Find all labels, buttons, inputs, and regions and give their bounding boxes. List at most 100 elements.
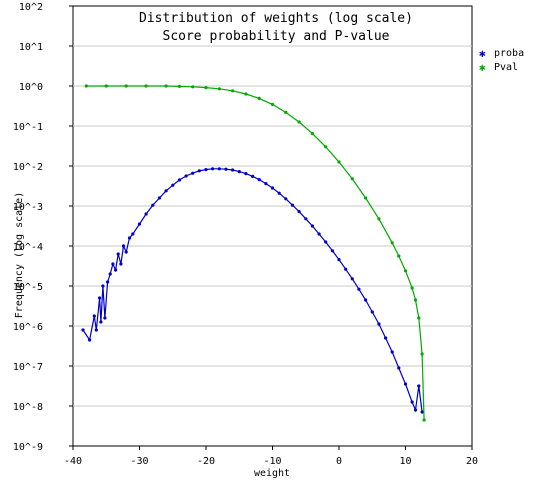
data-point-proba <box>114 268 118 272</box>
data-point-proba <box>264 182 268 186</box>
x-tick-label: -10 <box>263 456 281 467</box>
y-tick-label: 10^-5 <box>13 282 43 293</box>
data-point-proba <box>337 258 341 262</box>
data-point-proba <box>127 236 132 240</box>
data-point-pval <box>104 84 108 88</box>
data-point-proba <box>184 174 188 178</box>
data-point-proba <box>330 249 334 253</box>
x-tick-label: -30 <box>130 456 148 467</box>
y-tick-label: 10^-7 <box>13 362 43 373</box>
legend: ✱ proba ✱ Pval <box>479 47 524 74</box>
data-point-proba <box>377 322 381 326</box>
y-tick-label: 10^-3 <box>13 202 43 213</box>
data-point-proba <box>94 328 98 332</box>
data-point-proba <box>370 310 374 314</box>
data-point-proba <box>231 168 235 172</box>
data-point-proba <box>350 277 354 281</box>
data-point-proba <box>384 336 388 340</box>
data-point-pval <box>350 177 354 181</box>
data-point-proba <box>81 328 85 332</box>
data-point-pval <box>413 298 418 302</box>
y-tick-label: 10^2 <box>19 2 43 13</box>
data-point-proba <box>324 240 328 244</box>
y-tick-label: 10^1 <box>19 42 43 53</box>
data-point-pval <box>270 102 275 106</box>
data-point-proba <box>121 244 126 248</box>
data-point-pval <box>403 269 408 273</box>
data-point-pval <box>191 85 195 89</box>
data-point-proba <box>88 338 92 342</box>
data-point-proba <box>177 178 181 182</box>
y-tick-label: 10^-6 <box>13 322 43 333</box>
data-point-proba <box>277 191 281 195</box>
data-point-proba <box>157 196 161 200</box>
plot-area <box>72 5 473 447</box>
data-point-pval <box>324 145 328 149</box>
data-point-pval <box>377 217 381 221</box>
data-point-proba <box>310 224 314 228</box>
data-point-proba <box>251 174 255 178</box>
x-tick-label: -20 <box>197 456 215 467</box>
x-tick-label: 0 <box>336 456 342 467</box>
data-point-proba <box>106 280 110 284</box>
data-point-proba <box>224 167 228 171</box>
x-tick-label: -40 <box>64 456 82 467</box>
data-point-proba <box>304 217 308 221</box>
x-axis-label: weight <box>254 468 290 479</box>
x-tick-label: 10 <box>399 456 411 467</box>
y-tick-label: 10^-4 <box>13 242 43 253</box>
data-point-proba <box>397 366 401 370</box>
data-point-proba <box>237 170 241 174</box>
data-point-pval <box>397 254 401 258</box>
data-point-proba <box>108 272 112 276</box>
data-point-proba <box>413 408 418 412</box>
data-point-proba <box>197 169 201 173</box>
data-point-pval <box>420 352 424 356</box>
data-point-proba <box>164 189 168 193</box>
data-point-pval <box>204 86 208 90</box>
grid-lines <box>73 45 472 407</box>
data-point-pval <box>164 84 168 88</box>
y-axis-ticks: 10^-9 10^-8 10^-7 10^-6 10^-5 10^-4 10^-3 10^-2… <box>13 2 73 453</box>
data-point-proba <box>98 296 102 300</box>
y-tick-label: 10^-1 <box>13 122 43 133</box>
y-tick-label: 10^-9 <box>13 442 43 453</box>
y-tick-label: 10^-8 <box>13 402 43 413</box>
y-tick-label: 10^0 <box>19 82 43 93</box>
legend-marker-proba: ✱ <box>479 47 486 60</box>
data-point-proba <box>390 350 394 354</box>
data-point-pval <box>410 286 414 290</box>
chart-subtitle: Score probability and P-value <box>163 29 390 44</box>
legend-item-proba: ✱ proba <box>479 47 524 60</box>
data-point-proba <box>101 284 105 288</box>
data-point-proba <box>257 178 261 182</box>
data-point-proba <box>403 382 408 386</box>
data-point-proba <box>284 197 288 201</box>
data-point-proba <box>211 167 215 171</box>
data-point-proba <box>151 203 155 207</box>
data-point-proba <box>111 262 115 266</box>
legend-label-proba: proba <box>494 48 524 59</box>
data-point-pval <box>244 92 248 96</box>
y-tick-label: 10^-2 <box>13 162 43 173</box>
data-point-pval <box>284 110 288 114</box>
data-point-proba <box>317 232 321 236</box>
data-point-proba <box>144 212 148 216</box>
data-point-pval <box>364 196 368 200</box>
data-point-proba <box>119 262 123 266</box>
series-layer <box>81 84 426 422</box>
data-point-proba <box>297 210 301 214</box>
data-point-pval <box>337 160 341 164</box>
data-point-pval <box>257 96 261 100</box>
x-axis-ticks: -40 -30 -20 -10 0 10 20 <box>64 446 478 467</box>
y-axis-label: Frequency (log scale) <box>14 192 25 318</box>
data-point-proba <box>290 203 295 207</box>
data-point-proba <box>191 171 195 175</box>
data-point-proba <box>364 298 368 302</box>
data-point-proba <box>410 400 414 404</box>
legend-marker-pval: ✱ <box>479 61 486 74</box>
data-point-pval <box>217 87 221 91</box>
data-point-proba <box>204 168 208 172</box>
data-point-pval <box>310 132 314 136</box>
